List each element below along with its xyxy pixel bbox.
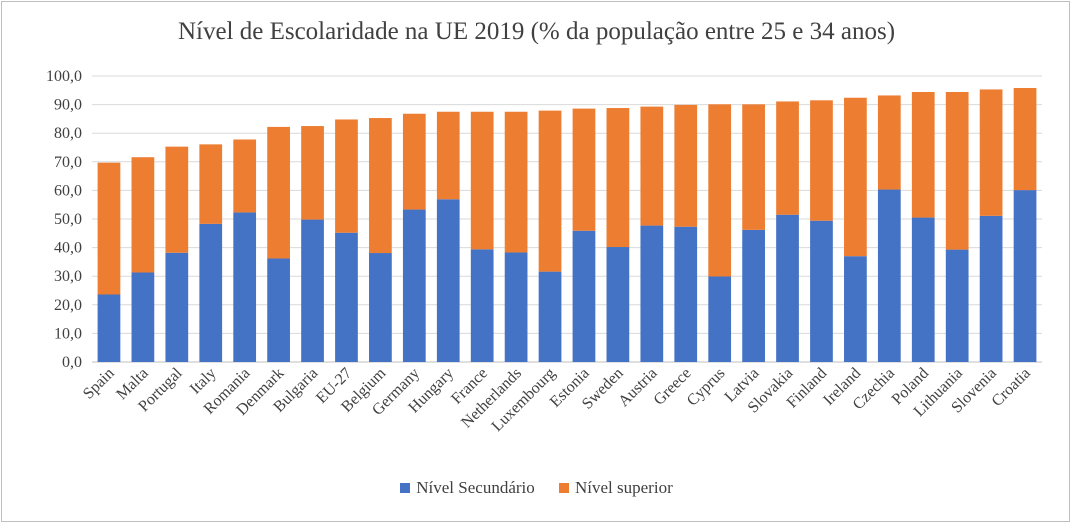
y-tick-label: 80,0 [54, 125, 82, 142]
bar-secondary [640, 225, 664, 362]
bar-secondary [606, 247, 630, 362]
bar-superior [335, 119, 358, 233]
y-tick-label: 0,0 [62, 354, 82, 371]
bar-superior [504, 111, 528, 253]
bar-superior [199, 144, 223, 224]
bar-secondary [369, 253, 392, 362]
x-tick-label: Austria [615, 365, 660, 410]
bar-superior [131, 157, 155, 273]
y-tick-label: 10,0 [54, 325, 82, 342]
bar-secondary [844, 256, 867, 362]
bar-superior [538, 110, 562, 272]
bar-secondary [504, 252, 528, 362]
bar-superior [640, 106, 664, 226]
bar-superior [97, 162, 121, 295]
bar-secondary [776, 214, 799, 362]
bar-secondary [877, 189, 901, 362]
bar-secondary [335, 232, 358, 362]
bar-secondary [911, 217, 935, 362]
legend-swatch-secondary [400, 483, 411, 493]
y-tick-label: 100,0 [46, 68, 82, 85]
legend-label-superior: Nível superior [575, 478, 673, 497]
y-tick-label: 20,0 [54, 297, 82, 314]
bar-secondary [945, 249, 969, 362]
bar-superior [165, 146, 189, 253]
x-tick-label: Croatia [989, 365, 1034, 410]
bar-secondary [436, 199, 460, 362]
legend-item-secondary: Nível Secundário [400, 478, 535, 498]
y-tick-label: 90,0 [54, 97, 82, 114]
legend-swatch-superior [559, 483, 569, 493]
bar-secondary [1013, 190, 1037, 362]
y-tick-label: 30,0 [54, 268, 82, 285]
bar-secondary [97, 294, 121, 362]
bar-superior [233, 139, 257, 213]
bar-secondary [470, 249, 494, 362]
legend-label-secondary: Nível Secundário [416, 478, 535, 497]
bar-secondary [674, 226, 698, 362]
x-tick-label: Cyprus [684, 365, 729, 410]
bar-superior [402, 113, 426, 210]
legend-item-superior: Nível superior [559, 478, 673, 498]
bar-superior [301, 126, 324, 220]
bar-superior [1013, 88, 1037, 191]
bar-superior [742, 104, 765, 230]
bar-superior [844, 97, 867, 257]
x-tick-label: Spain [80, 365, 118, 403]
bar-superior [267, 126, 290, 259]
y-tick-label: 40,0 [54, 240, 82, 257]
bar-superior [979, 89, 1003, 216]
bar-superior [877, 95, 901, 190]
bar-secondary [979, 215, 1003, 362]
bar-secondary [810, 220, 833, 362]
bar-superior [776, 101, 799, 215]
chart-title: Nível de Escolaridade na UE 2019 (% da p… [177, 18, 896, 45]
y-tick-label: 50,0 [54, 211, 82, 228]
bar-superior [369, 118, 392, 254]
bar-superior [606, 108, 630, 248]
bar-superior [810, 100, 833, 221]
bar-secondary [538, 271, 562, 362]
bar-secondary [199, 223, 223, 362]
bar-superior [708, 104, 732, 277]
bar-superior [911, 92, 935, 218]
bar-secondary [402, 209, 426, 362]
bar-secondary [572, 230, 596, 362]
bar-superior [470, 111, 494, 250]
bar-superior [436, 111, 460, 200]
bar-superior [572, 108, 596, 231]
bar-secondary [131, 272, 155, 362]
bar-secondary [165, 252, 189, 362]
bar-secondary [267, 258, 290, 362]
chart-legend: Nível Secundário Nível superior [0, 478, 1073, 498]
bar-secondary [742, 229, 765, 362]
bar-secondary [301, 219, 324, 362]
bar-superior [945, 92, 969, 250]
y-tick-label: 60,0 [54, 182, 82, 199]
bar-superior [674, 104, 698, 227]
bar-secondary [233, 212, 257, 362]
bar-secondary [708, 276, 732, 362]
y-tick-label: 70,0 [54, 154, 82, 171]
